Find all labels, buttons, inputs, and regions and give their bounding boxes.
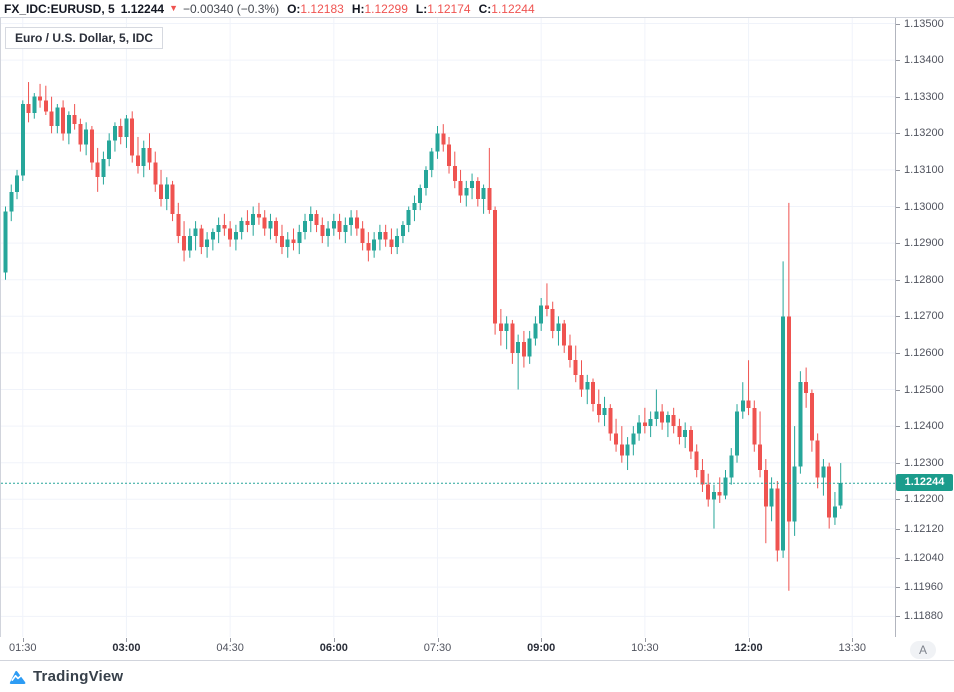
chart-left-border	[0, 18, 1, 661]
time-axis-label: 06:00	[319, 642, 348, 654]
open-value: 1.12183	[300, 1, 344, 16]
time-axis-label: 09:00	[527, 642, 556, 654]
price-axis-label: 1.12600	[904, 346, 944, 359]
high-label: H:	[351, 1, 365, 16]
time-axis-label: 03:00	[112, 642, 141, 654]
price-axis-tick	[895, 426, 900, 428]
last-price: 1.12244	[120, 1, 165, 16]
price-axis-label: 1.12040	[904, 551, 944, 564]
price-axis-tick	[895, 462, 900, 464]
ohlc-readout: O:1.12183 H:1.12299 L:1.12174 C:1.12244	[287, 2, 543, 16]
time-axis[interactable]: 01:30 03:00 04:30 06:00 07:30 09:00 10:30 12:00…	[0, 637, 954, 660]
price-axis-tick	[895, 352, 900, 354]
time-axis-label: 01:30	[9, 642, 37, 654]
low-value: 1.12174	[427, 1, 471, 16]
price-axis-label: 1.11880	[904, 610, 943, 623]
time-axis-tick	[748, 638, 750, 642]
price-axis-tick	[895, 389, 900, 391]
price-axis-label: 1.12500	[904, 383, 944, 396]
price-axis-tick	[895, 316, 900, 318]
price-axis-tick	[895, 279, 900, 281]
time-axis-tick	[541, 638, 543, 642]
chart-title[interactable]: Euro / U.S. Dollar, 5, IDC	[5, 27, 164, 49]
time-axis-label: 10:30	[631, 642, 659, 654]
footer-divider	[0, 660, 954, 661]
header-divider	[0, 17, 954, 18]
time-axis-tick	[230, 638, 232, 642]
price-axis-tick	[895, 528, 900, 530]
time-axis-label: 07:30	[423, 642, 452, 654]
time-axis-tick	[852, 638, 854, 642]
price-axis-label: 1.13500	[904, 17, 944, 30]
tradingview-logo-icon	[9, 670, 26, 685]
footer: TradingView	[0, 661, 954, 692]
open-label: O:	[287, 1, 301, 16]
time-axis-tick	[644, 638, 646, 642]
price-axis-tick	[895, 587, 900, 589]
tradingview-logo[interactable]: TradingView	[7, 666, 123, 687]
current-price-tag: 1.12244	[896, 474, 953, 492]
price-axis-tick	[895, 243, 900, 245]
price-axis-tick	[895, 23, 900, 25]
price-axis-tick	[895, 133, 900, 135]
price-axis-tick	[895, 499, 900, 501]
low-label: L:	[415, 1, 428, 16]
price-axis-label: 1.13400	[904, 54, 944, 67]
price-axis-tick	[895, 169, 900, 171]
symbol-name: FX_IDC:EURUSD, 5	[4, 1, 115, 16]
close-value: 1.12244	[491, 1, 535, 16]
time-axis-tick	[333, 638, 335, 642]
price-axis-tick	[895, 616, 900, 618]
price-axis-tick	[895, 206, 900, 208]
price-axis[interactable]: 1.13500 1.13400 1.13300 1.13200 1.13100 1.130…	[895, 18, 954, 637]
price-axis-divider	[895, 18, 896, 661]
price-axis-label: 1.12900	[904, 237, 944, 250]
price-axis-label: 1.13000	[904, 200, 944, 213]
tradingview-logo-text: TradingView	[33, 668, 124, 685]
price-change: −0.00340 (−0.3%)	[183, 1, 280, 16]
time-axis-tick	[437, 638, 439, 642]
time-axis-tick	[22, 638, 24, 642]
price-axis-label: 1.12200	[904, 493, 944, 506]
time-axis-label: 12:00	[734, 642, 763, 654]
price-axis-tick	[895, 96, 900, 98]
close-label: C:	[478, 1, 492, 16]
down-triangle-icon: ▼	[169, 2, 178, 13]
price-axis-label: 1.13200	[904, 127, 944, 140]
price-axis-label: 1.13300	[904, 90, 944, 103]
time-axis-label: 04:30	[216, 642, 244, 654]
legend-bar: FX_IDC:EURUSD, 5 1.12244 ▼ −0.00340 (−0.…	[0, 0, 954, 17]
high-value: 1.12299	[364, 1, 408, 16]
time-axis-label: 13:30	[838, 642, 866, 654]
price-axis-label: 1.12700	[904, 310, 944, 323]
price-axis-label: 1.13100	[904, 163, 944, 176]
price-axis-label: 1.12120	[904, 522, 944, 535]
price-axis-label: 1.12400	[904, 420, 944, 433]
time-axis-tick	[126, 638, 128, 642]
price-axis-tick	[895, 60, 900, 62]
price-axis-label: 1.11960	[904, 581, 943, 594]
candlestick-chart[interactable]	[1, 18, 895, 637]
price-axis-tick	[895, 557, 900, 559]
price-axis-label: 1.12300	[904, 456, 944, 469]
price-axis-label: 1.12800	[904, 273, 944, 286]
auto-scale-button[interactable]: A	[910, 641, 936, 659]
